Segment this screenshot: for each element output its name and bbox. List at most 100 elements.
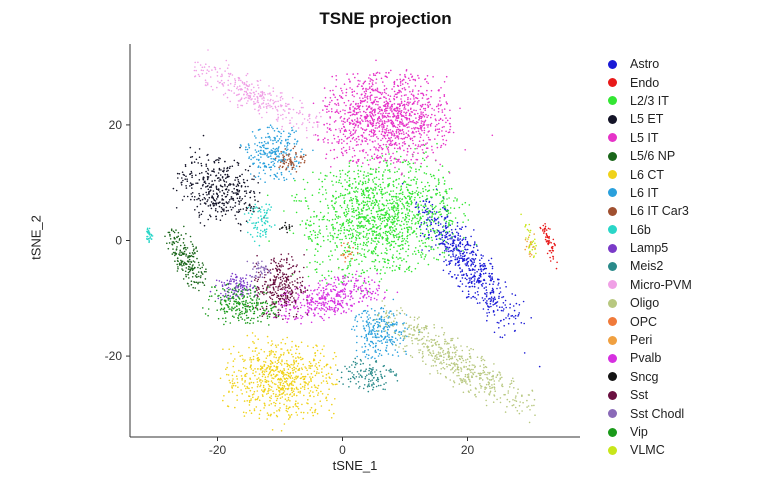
data-point xyxy=(464,248,466,250)
data-point xyxy=(362,193,365,195)
data-point xyxy=(357,173,359,175)
data-point xyxy=(362,310,365,313)
data-point xyxy=(343,130,346,133)
data-point xyxy=(518,304,521,306)
data-point xyxy=(295,405,298,408)
data-point xyxy=(236,394,238,397)
data-point xyxy=(431,149,433,151)
data-point xyxy=(381,188,384,191)
data-point xyxy=(364,243,367,246)
data-point xyxy=(339,110,342,113)
data-point xyxy=(425,113,427,116)
data-point xyxy=(352,136,355,139)
data-point xyxy=(320,405,323,407)
data-point xyxy=(351,137,354,140)
data-point xyxy=(397,147,399,150)
data-point xyxy=(556,261,558,264)
data-point xyxy=(436,229,438,231)
data-point xyxy=(199,203,202,205)
data-point xyxy=(207,177,209,179)
data-point xyxy=(270,365,272,368)
data-point xyxy=(237,180,240,183)
data-point xyxy=(382,96,385,98)
data-point xyxy=(195,247,197,250)
data-point xyxy=(388,193,391,195)
data-point xyxy=(505,306,508,309)
data-point xyxy=(393,114,395,116)
data-point xyxy=(472,251,475,254)
data-point xyxy=(355,234,358,236)
data-point xyxy=(397,217,399,219)
data-point xyxy=(473,283,476,285)
data-point xyxy=(386,212,389,215)
data-point xyxy=(482,279,485,281)
data-point xyxy=(337,258,339,260)
data-point xyxy=(249,366,252,369)
data-point xyxy=(437,103,440,105)
data-point xyxy=(355,186,358,188)
data-point xyxy=(426,89,428,92)
data-point xyxy=(458,206,461,209)
data-point xyxy=(348,218,351,220)
data-point xyxy=(358,203,361,206)
data-point xyxy=(395,207,397,209)
data-point xyxy=(400,188,403,190)
data-point xyxy=(290,387,293,390)
data-point xyxy=(449,219,452,222)
data-point xyxy=(335,355,337,358)
data-point xyxy=(378,261,381,263)
data-point xyxy=(397,131,400,133)
data-point xyxy=(400,95,403,97)
data-point xyxy=(376,318,378,321)
data-point xyxy=(185,175,187,178)
data-point xyxy=(348,219,350,222)
data-point xyxy=(412,120,415,122)
data-point xyxy=(407,171,410,173)
data-point xyxy=(309,367,312,370)
data-point xyxy=(420,134,423,136)
data-point xyxy=(380,118,382,121)
data-point xyxy=(287,375,290,377)
data-point xyxy=(249,389,252,392)
data-point xyxy=(399,264,401,267)
data-point xyxy=(339,170,341,172)
data-point xyxy=(424,103,427,106)
data-point xyxy=(498,327,500,329)
data-point xyxy=(396,136,399,139)
data-point xyxy=(443,108,446,110)
data-point xyxy=(400,208,403,210)
data-point xyxy=(387,149,390,151)
data-point xyxy=(276,397,279,400)
data-point xyxy=(327,139,329,141)
data-point xyxy=(349,123,351,125)
data-point xyxy=(352,129,355,131)
data-point xyxy=(382,175,384,177)
data-point xyxy=(446,198,448,200)
data-point xyxy=(219,157,221,160)
data-point xyxy=(275,175,277,177)
data-point xyxy=(363,271,366,274)
data-point xyxy=(259,149,262,152)
data-point xyxy=(196,276,198,278)
data-point xyxy=(343,125,345,128)
data-point xyxy=(314,408,317,411)
data-point xyxy=(272,151,274,153)
data-point xyxy=(317,134,319,137)
data-point xyxy=(286,365,289,368)
data-point xyxy=(405,353,408,355)
data-point xyxy=(194,266,196,269)
data-point xyxy=(391,195,393,198)
data-point xyxy=(450,229,453,231)
data-point xyxy=(456,221,459,224)
data-point xyxy=(343,194,345,197)
data-point xyxy=(311,194,314,196)
data-point xyxy=(229,206,232,208)
data-point xyxy=(472,258,475,260)
data-point xyxy=(250,368,253,370)
data-point xyxy=(550,242,552,244)
data-point xyxy=(320,245,322,248)
data-point xyxy=(200,213,203,216)
data-point xyxy=(368,249,370,251)
data-point xyxy=(219,191,221,193)
data-point xyxy=(225,177,227,180)
